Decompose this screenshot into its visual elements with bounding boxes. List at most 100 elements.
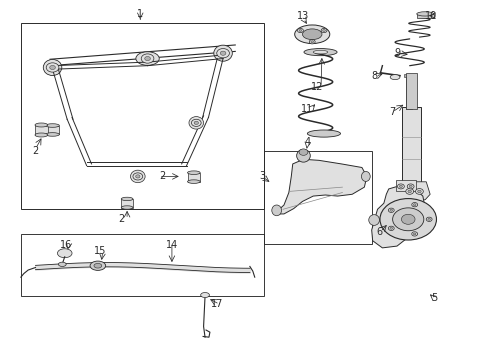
Ellipse shape (214, 45, 232, 61)
Ellipse shape (296, 149, 310, 162)
Circle shape (416, 189, 423, 194)
Polygon shape (397, 182, 430, 202)
Circle shape (46, 63, 59, 72)
Circle shape (397, 184, 404, 189)
Circle shape (217, 49, 229, 58)
Circle shape (192, 119, 201, 126)
Circle shape (409, 185, 412, 188)
Bar (35, 125, 48, 135)
Circle shape (408, 190, 412, 193)
Text: 7: 7 (389, 107, 395, 117)
Ellipse shape (57, 249, 72, 258)
Bar (404, 74, 413, 77)
Bar (406, 76, 412, 109)
Circle shape (399, 185, 402, 188)
Text: 11: 11 (301, 104, 313, 113)
Text: 9: 9 (395, 48, 401, 58)
Circle shape (390, 209, 392, 211)
Ellipse shape (35, 133, 48, 137)
Text: 6: 6 (376, 227, 383, 237)
Ellipse shape (58, 262, 66, 266)
Ellipse shape (313, 50, 328, 54)
Circle shape (49, 66, 55, 69)
Circle shape (389, 208, 394, 212)
Circle shape (323, 30, 325, 31)
Ellipse shape (46, 133, 59, 136)
Circle shape (380, 199, 437, 240)
Ellipse shape (272, 205, 282, 216)
Bar (396, 180, 416, 191)
Ellipse shape (302, 29, 322, 40)
Ellipse shape (90, 261, 106, 270)
Circle shape (145, 57, 150, 60)
Circle shape (426, 217, 432, 221)
Circle shape (136, 175, 140, 178)
Ellipse shape (188, 171, 200, 175)
Circle shape (412, 232, 417, 236)
Text: 2: 2 (118, 214, 124, 224)
Circle shape (321, 28, 327, 33)
Bar (406, 73, 417, 109)
Circle shape (309, 40, 315, 44)
Text: 8: 8 (372, 71, 378, 81)
Ellipse shape (43, 59, 62, 76)
Bar (188, 173, 200, 181)
Text: 15: 15 (94, 247, 106, 256)
Circle shape (401, 214, 415, 224)
Text: 17: 17 (211, 299, 223, 309)
Ellipse shape (417, 12, 434, 16)
Text: 1: 1 (137, 9, 143, 19)
Bar (46, 126, 59, 134)
Bar (265, 152, 372, 244)
Circle shape (390, 228, 392, 229)
Ellipse shape (121, 197, 133, 201)
Bar (21, 23, 265, 208)
Bar (21, 234, 265, 296)
Ellipse shape (188, 180, 200, 183)
Text: 2: 2 (160, 171, 166, 181)
Circle shape (428, 218, 431, 220)
Circle shape (417, 190, 421, 193)
Ellipse shape (390, 75, 400, 80)
Ellipse shape (46, 124, 59, 127)
Ellipse shape (369, 215, 379, 225)
Text: 16: 16 (60, 240, 72, 250)
Circle shape (412, 203, 417, 207)
Ellipse shape (121, 206, 133, 209)
Circle shape (297, 28, 303, 33)
Text: 13: 13 (297, 11, 310, 21)
Circle shape (406, 189, 414, 194)
Text: 2: 2 (32, 147, 39, 157)
Circle shape (392, 208, 424, 231)
Circle shape (407, 184, 414, 189)
Ellipse shape (304, 49, 337, 56)
Bar (402, 107, 421, 182)
Ellipse shape (94, 264, 102, 268)
Ellipse shape (299, 149, 308, 156)
Circle shape (141, 54, 154, 63)
Text: 3: 3 (259, 171, 265, 181)
Circle shape (194, 121, 198, 125)
Polygon shape (274, 159, 367, 214)
Circle shape (133, 173, 143, 180)
Ellipse shape (136, 52, 159, 65)
Ellipse shape (189, 117, 203, 129)
Circle shape (311, 41, 314, 43)
Ellipse shape (294, 25, 330, 44)
Ellipse shape (307, 130, 341, 137)
Bar (121, 199, 133, 207)
Circle shape (220, 51, 226, 55)
Circle shape (414, 204, 416, 206)
Text: 12: 12 (311, 82, 323, 92)
Polygon shape (372, 185, 425, 248)
Text: 10: 10 (425, 11, 438, 21)
Circle shape (414, 233, 416, 235)
Text: 5: 5 (431, 293, 438, 303)
Circle shape (299, 30, 302, 31)
Circle shape (389, 226, 394, 230)
Text: 14: 14 (166, 240, 178, 250)
Ellipse shape (35, 123, 48, 127)
Ellipse shape (201, 293, 209, 297)
Bar (417, 14, 434, 18)
Ellipse shape (130, 170, 145, 183)
